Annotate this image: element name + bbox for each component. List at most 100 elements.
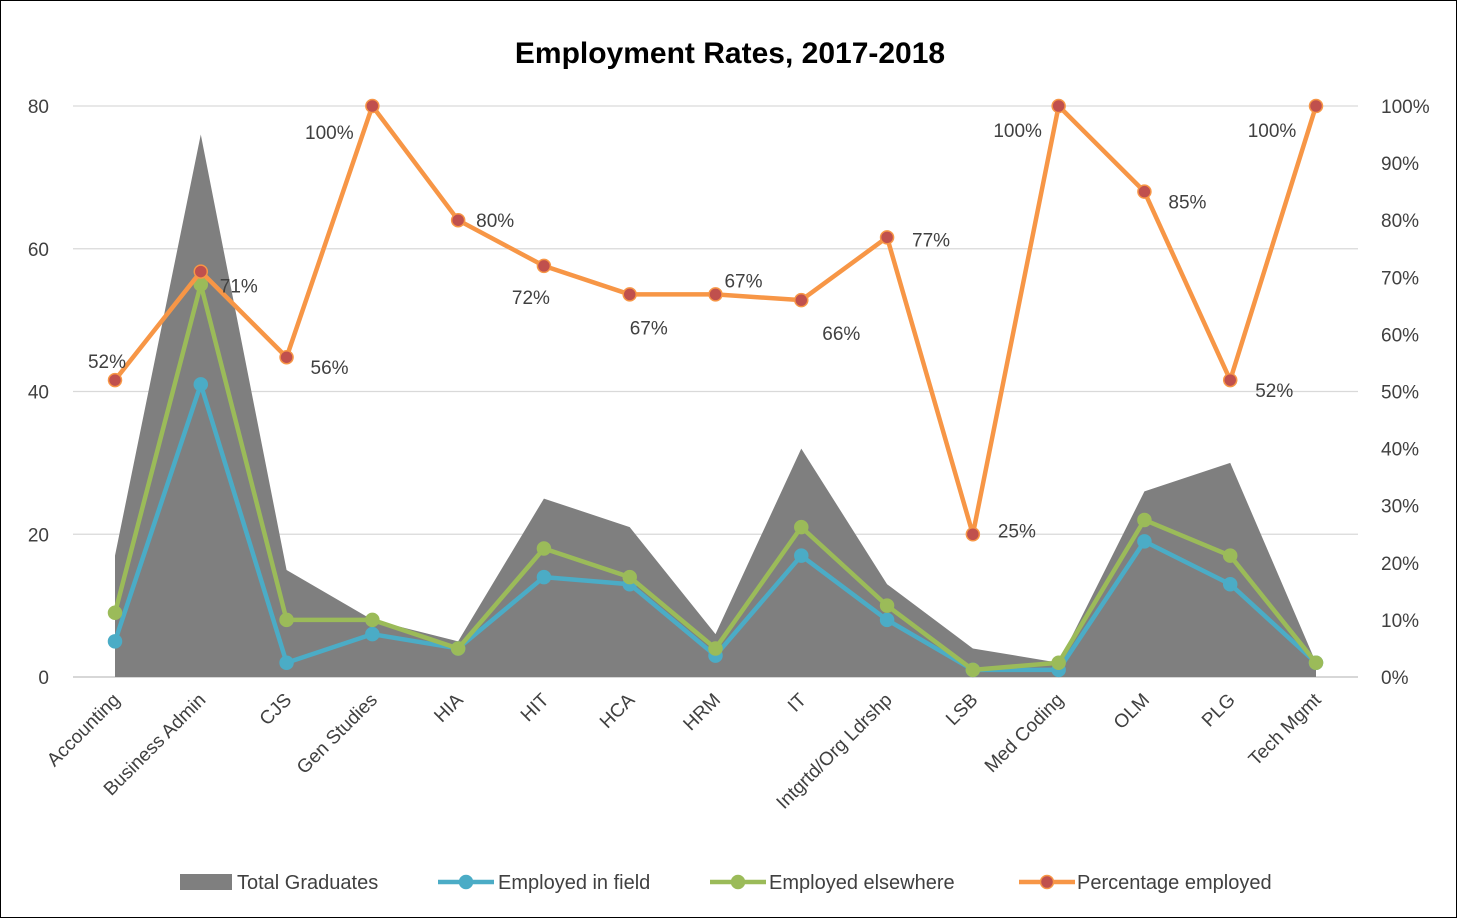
data-label: 100% — [993, 121, 1042, 142]
point-employed-in-field — [1222, 576, 1238, 592]
data-label: 67% — [724, 271, 762, 292]
right-tick-label: 50% — [1381, 383, 1419, 404]
point-percentage-employed — [708, 287, 723, 302]
right-tick-label: 60% — [1381, 325, 1419, 346]
legend-swatch-marker — [730, 874, 746, 890]
point-percentage-employed — [1137, 184, 1152, 199]
point-percentage-employed — [107, 372, 123, 388]
point-employed-elsewhere — [622, 569, 637, 585]
left-tick-label: 0 — [38, 668, 49, 689]
legend-label: Percentage employed — [1077, 872, 1272, 894]
category-label: Tech Mgmt — [1245, 689, 1326, 770]
point-employed-in-field — [879, 612, 895, 628]
point-percentage-employed — [450, 212, 466, 228]
right-axis: 0% 10% 20% 30% 40% 50% 60% 70% 80% 90% 100% — [1381, 97, 1430, 689]
category-label: LSB — [942, 690, 982, 730]
right-tick-label: 40% — [1381, 440, 1419, 461]
right-tick-label: 0% — [1381, 668, 1409, 689]
line-percentage-employed — [113, 103, 1319, 537]
point-employed-in-field — [107, 634, 123, 649]
right-tick-label: 30% — [1381, 497, 1419, 518]
data-label: 52% — [88, 352, 126, 373]
data-labels: 52% 71% 56% 100% 80% 72% 67% 67% 66% 77% 25% 100% 85… — [88, 121, 1296, 542]
point-percentage-employed — [193, 264, 209, 279]
point-percentage-employed — [279, 349, 294, 365]
data-label: 77% — [912, 230, 950, 251]
point-employed-elsewhere — [365, 612, 380, 628]
right-tick-label: 90% — [1381, 154, 1419, 175]
point-percentage-employed — [1308, 98, 1324, 114]
left-tick-label: 20 — [28, 525, 49, 546]
legend-swatch-marker — [1039, 874, 1055, 890]
data-label: 72% — [512, 288, 550, 309]
point-employed-in-field — [1137, 534, 1152, 549]
point-employed-elsewhere — [1222, 548, 1238, 563]
point-employed-elsewhere — [279, 612, 294, 628]
point-employed-elsewhere — [965, 662, 981, 678]
point-employed-in-field — [193, 377, 209, 392]
point-percentage-employed — [622, 287, 637, 302]
category-label: HRM — [680, 690, 725, 735]
data-label: 100% — [305, 123, 354, 144]
category-label: CJS — [256, 690, 296, 730]
left-tick-label: 40 — [28, 383, 49, 404]
chart-title: Employment Rates, 2017-2018 — [515, 37, 945, 70]
lines-layer — [107, 98, 1324, 678]
category-label: Gen Studies — [293, 690, 382, 779]
legend-swatch-marker — [458, 874, 474, 890]
point-employed-elsewhere — [536, 541, 552, 556]
right-tick-label: 70% — [1381, 268, 1419, 289]
category-label: Accounting — [43, 690, 124, 771]
category-label: IT — [784, 689, 811, 716]
point-employed-in-field — [365, 626, 380, 642]
data-label: 66% — [822, 324, 860, 345]
legend-label: Employed elsewhere — [769, 872, 955, 894]
right-tick-label: 20% — [1381, 554, 1419, 575]
point-percentage-employed — [1222, 372, 1238, 388]
point-employed-elsewhere — [708, 641, 723, 656]
data-label: 71% — [220, 277, 258, 298]
point-employed-elsewhere — [1137, 512, 1152, 528]
point-percentage-employed — [965, 527, 981, 542]
right-tick-label: 10% — [1381, 611, 1419, 632]
right-tick-label: 100% — [1381, 97, 1430, 118]
point-employed-in-field — [794, 548, 809, 563]
category-label: HIA — [430, 689, 467, 726]
point-employed-elsewhere — [107, 605, 123, 621]
category-label: HIT — [517, 689, 554, 726]
area-layer — [115, 134, 1316, 678]
point-percentage-employed — [1051, 98, 1066, 114]
right-tick-label: 80% — [1381, 211, 1419, 232]
legend-label: Total Graduates — [237, 872, 378, 894]
point-employed-in-field — [279, 655, 294, 670]
data-label: 25% — [998, 521, 1036, 542]
point-employed-elsewhere — [1308, 655, 1324, 670]
category-label: HCA — [596, 689, 639, 732]
data-label: 52% — [1255, 381, 1293, 402]
left-tick-label: 80 — [28, 97, 49, 118]
point-percentage-employed — [794, 292, 809, 308]
left-axis: 0 20 40 60 80 — [28, 97, 49, 689]
data-label: 56% — [311, 358, 349, 379]
category-label: PLG — [1198, 690, 1240, 732]
point-employed-elsewhere — [1051, 655, 1066, 670]
legend: Total Graduates Employed in field Employed… — [180, 872, 1272, 894]
point-employed-in-field — [536, 569, 552, 585]
data-label: 85% — [1168, 193, 1206, 214]
point-percentage-employed — [879, 230, 895, 245]
point-employed-elsewhere — [794, 519, 809, 535]
point-percentage-employed — [536, 258, 552, 274]
category-label: Med Coding — [981, 690, 1068, 777]
left-tick-label: 60 — [28, 240, 49, 261]
data-label: 80% — [476, 211, 514, 232]
point-employed-elsewhere — [879, 598, 895, 613]
area-total-graduates — [115, 134, 1316, 678]
data-label: 67% — [630, 318, 668, 339]
legend-label: Employed in field — [498, 872, 650, 894]
point-percentage-employed — [365, 98, 380, 114]
data-label: 100% — [1248, 121, 1297, 142]
category-label: OLM — [1110, 690, 1154, 734]
